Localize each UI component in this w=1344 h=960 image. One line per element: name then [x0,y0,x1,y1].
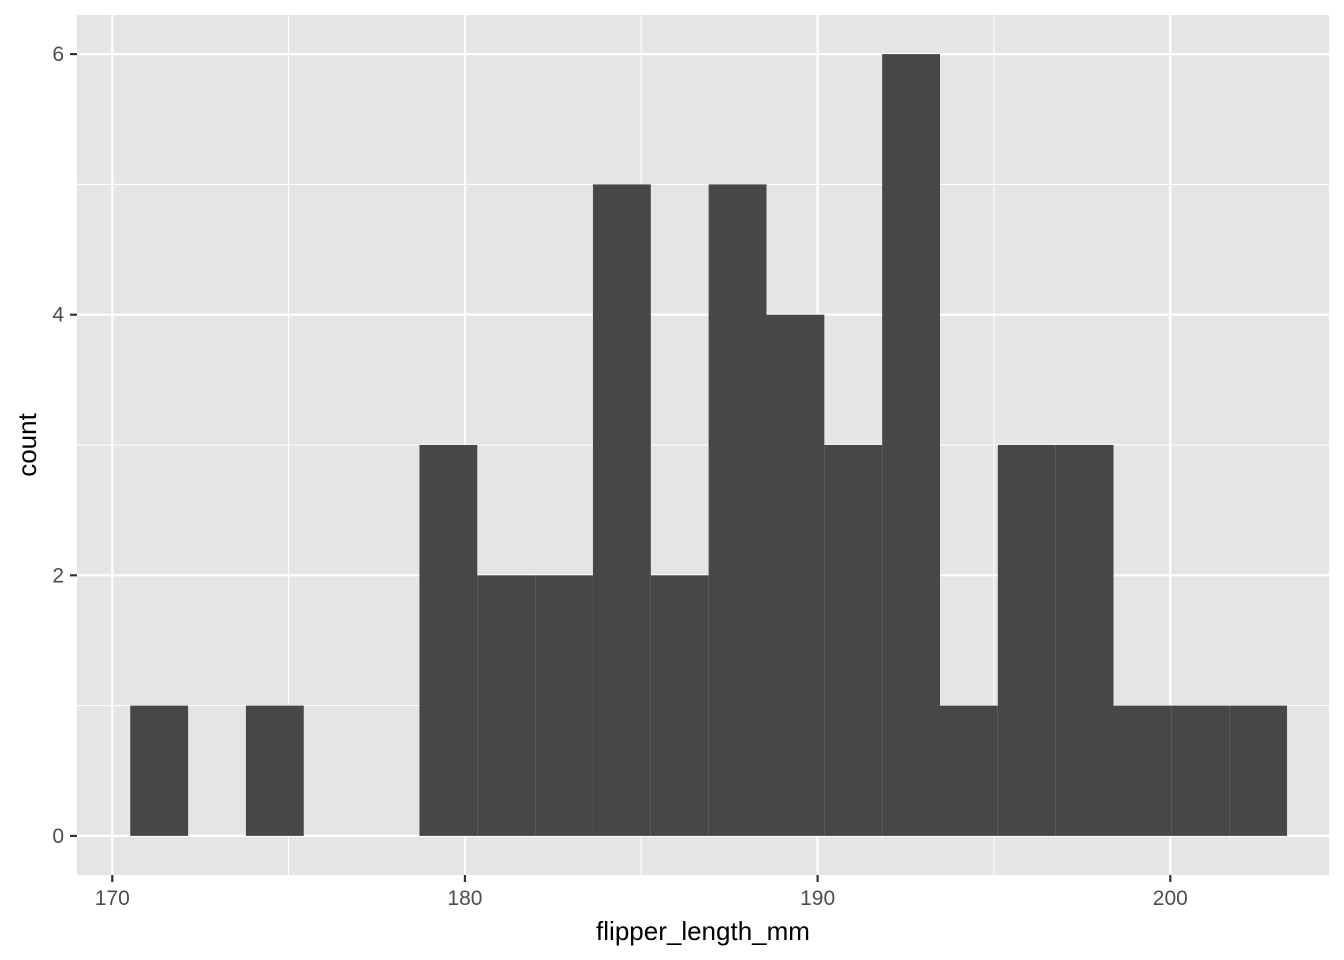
histogram-bar [1113,705,1172,836]
x-tick-label: 190 [800,887,835,910]
histogram-bar [1229,705,1288,836]
histogram-bar [1171,705,1230,836]
x-tick-label: 180 [447,887,482,910]
histogram-bars [130,54,1288,836]
y-tick-label: 0 [52,825,64,848]
y-tick-label: 4 [52,304,64,327]
x-axis-title: flipper_length_mm [596,916,810,946]
axes: 170 180 190 200 0 2 4 6 [52,43,1188,910]
histogram-bar [708,184,767,836]
histogram-bar [997,445,1056,836]
histogram-bar [824,445,883,836]
y-tick-label: 6 [52,43,64,66]
histogram-bar [130,705,189,836]
y-axis-title: count [12,412,42,476]
histogram-bar [882,54,940,836]
histogram-bar [535,575,593,836]
histogram-bar [939,705,998,836]
histogram-bar [766,314,825,836]
histogram-bar [1055,445,1114,836]
histogram-bar [419,445,478,836]
x-tick-label: 200 [1153,887,1188,910]
y-tick-label: 2 [52,564,64,587]
histogram-bar [650,575,709,836]
x-tick-label: 170 [95,887,130,910]
histogram-bar [592,184,651,836]
histogram-bar [245,705,304,836]
histogram-bar [477,575,536,836]
